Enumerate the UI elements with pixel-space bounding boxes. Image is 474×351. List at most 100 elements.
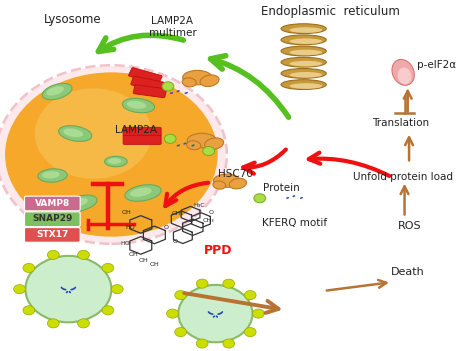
Ellipse shape <box>213 181 226 189</box>
Ellipse shape <box>392 59 414 85</box>
Circle shape <box>26 256 111 322</box>
Text: OH: OH <box>138 258 148 263</box>
Text: HO: HO <box>126 225 135 231</box>
Text: OH: OH <box>128 252 138 257</box>
Circle shape <box>223 279 235 288</box>
Ellipse shape <box>205 138 224 150</box>
Circle shape <box>166 309 178 318</box>
Text: VAMP8: VAMP8 <box>35 199 70 208</box>
Circle shape <box>78 319 90 328</box>
Text: STX17: STX17 <box>36 230 69 239</box>
Text: O: O <box>164 225 169 231</box>
Text: CH₃: CH₃ <box>203 218 214 224</box>
Text: OH: OH <box>149 262 159 267</box>
Ellipse shape <box>229 178 246 189</box>
Text: HSC70: HSC70 <box>219 169 253 179</box>
Ellipse shape <box>108 158 121 164</box>
Ellipse shape <box>213 174 240 187</box>
Text: CH₃: CH₃ <box>171 211 183 217</box>
Text: p-eIF2α: p-eIF2α <box>417 60 456 70</box>
Circle shape <box>254 194 265 203</box>
Circle shape <box>178 285 253 342</box>
Ellipse shape <box>290 39 322 44</box>
Ellipse shape <box>281 24 326 34</box>
FancyBboxPatch shape <box>123 127 161 136</box>
Circle shape <box>35 88 152 179</box>
Ellipse shape <box>281 35 326 45</box>
Ellipse shape <box>290 61 322 66</box>
Text: HO: HO <box>120 241 130 246</box>
FancyBboxPatch shape <box>25 196 80 211</box>
Circle shape <box>14 285 26 294</box>
Text: ROS: ROS <box>398 221 422 231</box>
Text: LAMP2A
multimer: LAMP2A multimer <box>148 16 196 38</box>
Text: Unfold protein load: Unfold protein load <box>353 172 453 182</box>
Circle shape <box>223 339 235 348</box>
Ellipse shape <box>38 169 67 182</box>
Text: Endoplasmic  reticulum: Endoplasmic reticulum <box>261 5 400 18</box>
Circle shape <box>102 263 114 272</box>
Ellipse shape <box>182 70 212 85</box>
Circle shape <box>175 327 187 337</box>
FancyBboxPatch shape <box>123 135 161 144</box>
Circle shape <box>203 146 215 155</box>
Ellipse shape <box>122 98 155 113</box>
Circle shape <box>253 309 264 318</box>
FancyBboxPatch shape <box>128 68 162 84</box>
Circle shape <box>111 285 123 294</box>
Text: Death: Death <box>391 267 425 277</box>
Text: Protein: Protein <box>263 183 300 193</box>
Ellipse shape <box>42 84 72 100</box>
Circle shape <box>162 82 174 91</box>
Ellipse shape <box>63 128 83 137</box>
FancyBboxPatch shape <box>133 85 166 98</box>
Circle shape <box>0 66 226 243</box>
Text: O: O <box>172 239 177 244</box>
Ellipse shape <box>42 171 60 179</box>
Text: Lysosome: Lysosome <box>44 13 102 26</box>
Circle shape <box>23 263 35 272</box>
Circle shape <box>5 72 218 237</box>
Ellipse shape <box>187 141 201 150</box>
Ellipse shape <box>59 126 92 141</box>
Circle shape <box>102 306 114 315</box>
Ellipse shape <box>130 187 152 197</box>
FancyBboxPatch shape <box>25 227 80 242</box>
Ellipse shape <box>200 75 219 87</box>
Circle shape <box>196 339 208 348</box>
Text: 🦅: 🦅 <box>64 283 72 296</box>
Ellipse shape <box>290 83 322 89</box>
Ellipse shape <box>290 72 322 78</box>
Circle shape <box>244 327 256 337</box>
Ellipse shape <box>46 86 64 95</box>
Circle shape <box>47 319 59 328</box>
Text: 🦅: 🦅 <box>212 307 219 320</box>
Ellipse shape <box>281 57 326 67</box>
Circle shape <box>175 291 187 300</box>
Ellipse shape <box>187 133 217 148</box>
Ellipse shape <box>67 198 88 207</box>
Circle shape <box>244 291 256 300</box>
Text: PPD: PPD <box>203 244 232 257</box>
Circle shape <box>196 279 208 288</box>
Ellipse shape <box>127 101 146 109</box>
Text: OH: OH <box>121 210 131 215</box>
Ellipse shape <box>105 156 127 167</box>
Ellipse shape <box>281 68 326 78</box>
Ellipse shape <box>398 67 411 84</box>
Ellipse shape <box>281 80 326 90</box>
Ellipse shape <box>290 27 322 33</box>
Text: LAMP2A: LAMP2A <box>115 125 157 135</box>
FancyBboxPatch shape <box>25 212 80 226</box>
Text: Translation: Translation <box>373 118 429 128</box>
Text: O: O <box>209 210 213 215</box>
FancyBboxPatch shape <box>131 76 164 91</box>
Ellipse shape <box>182 78 196 87</box>
Ellipse shape <box>281 46 326 56</box>
Ellipse shape <box>125 185 161 201</box>
Circle shape <box>47 250 59 259</box>
Text: KFERQ motif: KFERQ motif <box>262 218 327 228</box>
Text: H₃C: H₃C <box>194 203 205 208</box>
Circle shape <box>164 134 176 143</box>
Ellipse shape <box>63 195 97 212</box>
